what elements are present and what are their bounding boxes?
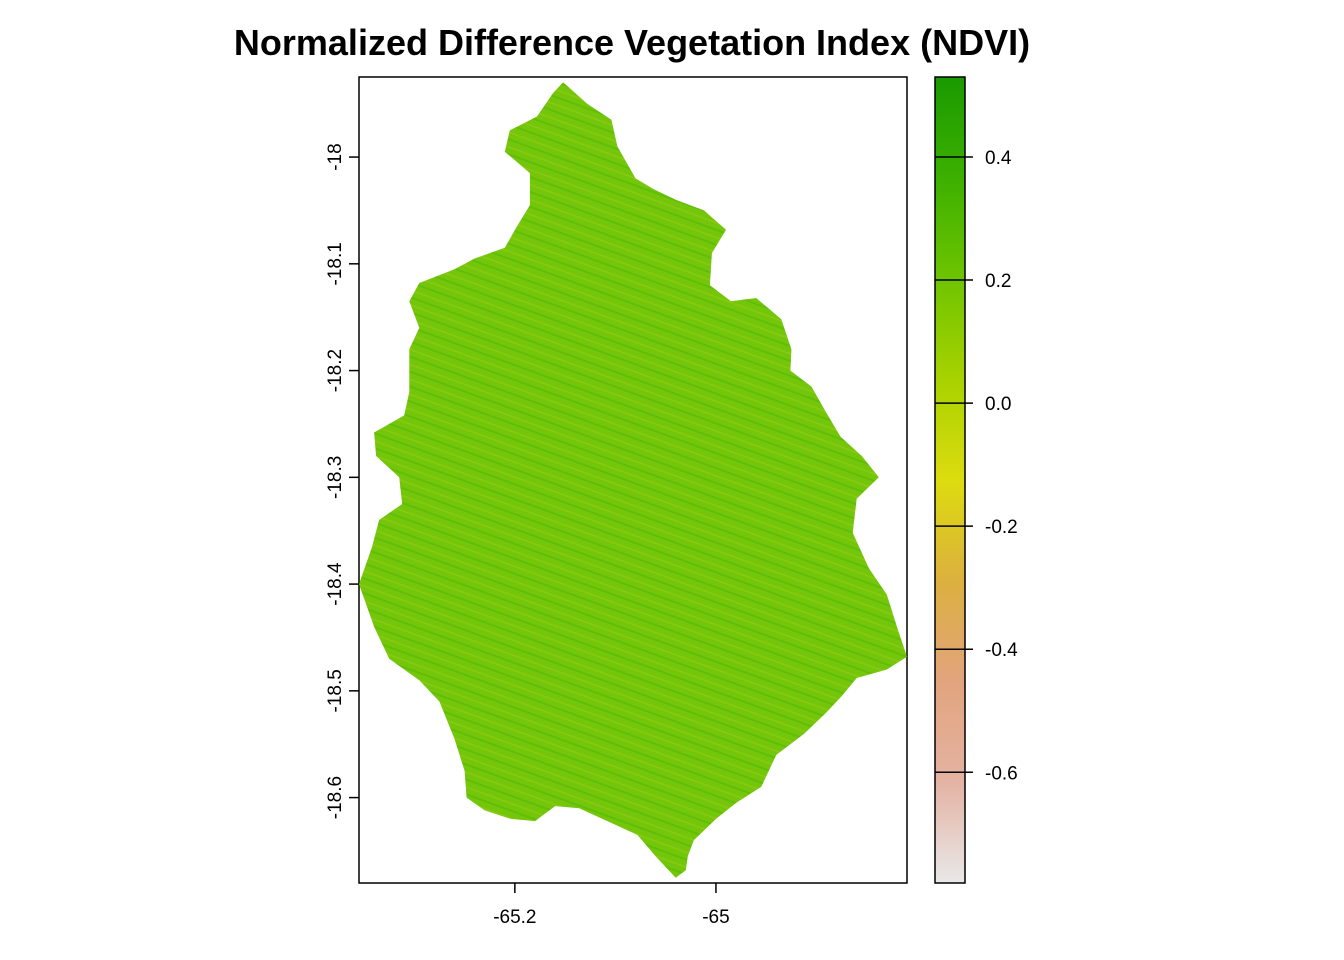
- legend-tick-label: -0.6: [985, 763, 1018, 784]
- y-tick-label: -18.5: [325, 669, 346, 712]
- color-legend: 0.4 0.2 0.0 -0.2 -0.4 -0.6: [935, 77, 1018, 883]
- y-tick-label: -18: [325, 143, 346, 170]
- x-tick-label: -65: [702, 907, 729, 928]
- legend-tick-label: 0.4: [985, 148, 1012, 169]
- y-tick-label: -18.4: [325, 562, 346, 606]
- region-texture: [359, 82, 907, 877]
- legend-tick-label: -0.2: [985, 517, 1018, 538]
- legend-tick-label: -0.4: [985, 640, 1018, 661]
- y-tick-label: -18.1: [325, 242, 346, 285]
- x-tick-label: -65.2: [493, 907, 536, 928]
- y-tick-label: -18.6: [325, 776, 346, 819]
- legend-tick-label: 0.2: [985, 271, 1011, 292]
- ndvi-raster-region: [359, 82, 907, 877]
- legend-tick-label: 0.0: [985, 394, 1011, 415]
- x-axis: -65.2 -65: [493, 883, 729, 928]
- legend-color-bar: [935, 77, 965, 883]
- y-tick-label: -18.3: [325, 456, 346, 499]
- y-axis: -18 -18.1 -18.2 -18.3 -18.4 -18.5 -18.6: [325, 143, 359, 819]
- y-tick-label: -18.2: [325, 349, 346, 392]
